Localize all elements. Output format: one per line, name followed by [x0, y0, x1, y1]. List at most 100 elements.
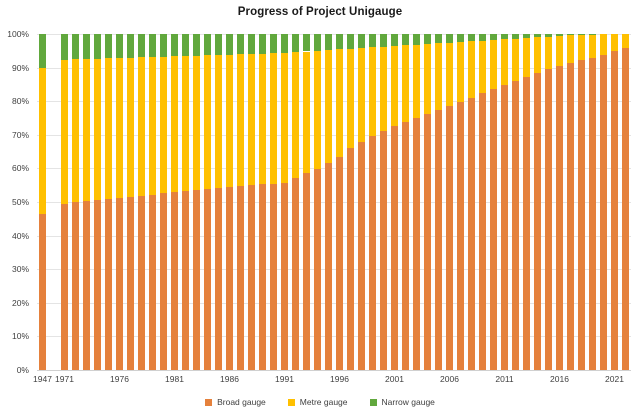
bar-stack[interactable]: [478, 34, 487, 370]
bar-segment[interactable]: [390, 46, 399, 127]
bar-segment[interactable]: [38, 34, 47, 68]
bar-segment[interactable]: [203, 34, 212, 56]
bar-segment[interactable]: [379, 131, 388, 370]
bar-stack[interactable]: [423, 34, 432, 370]
bar-segment[interactable]: [478, 93, 487, 370]
bar-stack[interactable]: [401, 34, 410, 370]
bar-segment[interactable]: [269, 53, 278, 184]
bar-segment[interactable]: [192, 34, 201, 56]
bar-stack[interactable]: [357, 34, 366, 370]
bar-segment[interactable]: [368, 136, 377, 370]
bar-segment[interactable]: [137, 195, 146, 370]
bar-segment[interactable]: [412, 118, 421, 370]
bar-segment[interactable]: [236, 54, 245, 186]
bar-segment[interactable]: [214, 34, 223, 55]
bar-stack[interactable]: [412, 34, 421, 370]
bar-segment[interactable]: [412, 44, 421, 118]
bar-stack[interactable]: [379, 34, 388, 370]
bar-segment[interactable]: [599, 54, 608, 370]
bar-segment[interactable]: [258, 53, 267, 184]
bar-segment[interactable]: [489, 40, 498, 90]
bar-stack[interactable]: [577, 34, 586, 370]
bar-segment[interactable]: [533, 34, 542, 38]
bar-stack[interactable]: [115, 34, 124, 370]
bar-segment[interactable]: [82, 201, 91, 370]
bar-segment[interactable]: [335, 156, 344, 370]
bar-segment[interactable]: [82, 58, 91, 201]
bar-stack[interactable]: [335, 34, 344, 370]
bar-stack[interactable]: [489, 34, 498, 370]
bar-segment[interactable]: [214, 187, 223, 370]
bar-segment[interactable]: [280, 182, 289, 370]
bar-segment[interactable]: [225, 54, 234, 187]
bar-segment[interactable]: [599, 34, 608, 55]
bar-segment[interactable]: [71, 202, 80, 370]
bar-segment[interactable]: [291, 178, 300, 370]
bar-segment[interactable]: [500, 34, 509, 40]
bar-segment[interactable]: [60, 203, 69, 370]
bar-segment[interactable]: [269, 34, 278, 54]
bar-stack[interactable]: [71, 34, 80, 370]
bar-stack[interactable]: [555, 34, 564, 370]
bar-segment[interactable]: [335, 34, 344, 50]
bar-segment[interactable]: [214, 54, 223, 188]
bar-stack[interactable]: [346, 34, 355, 370]
bar-stack[interactable]: [544, 34, 553, 370]
bar-segment[interactable]: [247, 34, 256, 54]
bar-segment[interactable]: [115, 57, 124, 198]
bar-stack[interactable]: [203, 34, 212, 370]
bar-segment[interactable]: [434, 43, 443, 111]
bar-segment[interactable]: [368, 34, 377, 48]
bar-segment[interactable]: [126, 34, 135, 58]
bar-segment[interactable]: [533, 72, 542, 370]
bar-segment[interactable]: [445, 106, 454, 370]
bar-stack[interactable]: [192, 34, 201, 370]
bar-segment[interactable]: [390, 126, 399, 370]
bar-stack[interactable]: [170, 34, 179, 370]
bar-segment[interactable]: [610, 50, 619, 370]
bar-segment[interactable]: [533, 37, 542, 73]
bar-segment[interactable]: [159, 193, 168, 370]
bar-stack[interactable]: [588, 34, 597, 370]
bar-segment[interactable]: [577, 34, 586, 35]
bar-segment[interactable]: [555, 34, 564, 37]
bar-stack[interactable]: [456, 34, 465, 370]
bar-segment[interactable]: [71, 34, 80, 60]
bar-segment[interactable]: [137, 34, 146, 58]
bar-segment[interactable]: [434, 110, 443, 370]
bar-stack[interactable]: [434, 34, 443, 370]
bar-stack[interactable]: [368, 34, 377, 370]
bar-segment[interactable]: [170, 56, 179, 193]
bar-segment[interactable]: [588, 57, 597, 370]
bar-segment[interactable]: [610, 34, 619, 51]
bar-stack[interactable]: [302, 34, 311, 370]
bar-segment[interactable]: [368, 47, 377, 137]
bar-segment[interactable]: [115, 197, 124, 370]
bar-segment[interactable]: [544, 68, 553, 370]
bar-segment[interactable]: [423, 113, 432, 370]
bar-stack[interactable]: [93, 34, 102, 370]
bar-segment[interactable]: [434, 34, 443, 44]
bar-segment[interactable]: [93, 199, 102, 370]
bar-segment[interactable]: [203, 189, 212, 370]
bar-segment[interactable]: [577, 34, 586, 60]
bar-stack[interactable]: [511, 34, 520, 370]
bar-stack[interactable]: [225, 34, 234, 370]
bar-segment[interactable]: [489, 89, 498, 370]
bar-segment[interactable]: [423, 44, 432, 114]
bar-stack[interactable]: [522, 34, 531, 370]
bar-segment[interactable]: [192, 55, 201, 191]
bar-stack[interactable]: [610, 34, 619, 370]
bar-segment[interactable]: [236, 34, 245, 55]
bar-segment[interactable]: [478, 40, 487, 94]
bar-segment[interactable]: [522, 76, 531, 370]
bar-segment[interactable]: [258, 183, 267, 370]
bar-segment[interactable]: [324, 34, 333, 51]
bar-stack[interactable]: [38, 34, 47, 370]
bar-segment[interactable]: [456, 34, 465, 43]
bar-segment[interactable]: [148, 34, 157, 57]
bar-segment[interactable]: [269, 183, 278, 370]
bar-segment[interactable]: [566, 62, 575, 370]
bar-segment[interactable]: [401, 122, 410, 370]
bar-segment[interactable]: [401, 45, 410, 123]
